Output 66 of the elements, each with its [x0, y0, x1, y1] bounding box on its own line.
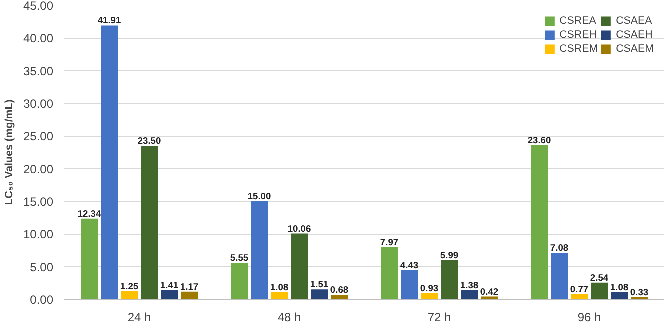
x-tick-label: 96 h	[578, 310, 602, 324]
y-tick-label: 0.00	[30, 293, 54, 307]
bar	[611, 292, 628, 300]
bar	[231, 263, 248, 300]
y-tick-label: 25.00	[23, 130, 54, 144]
data-label: 15.00	[248, 192, 272, 202]
y-tick-label: 40.00	[23, 32, 54, 46]
bar	[331, 295, 348, 300]
data-label: 0.42	[480, 286, 499, 297]
data-label: 41.91	[98, 16, 122, 26]
x-tick-label: 24 h	[128, 310, 152, 324]
data-label: 0.77	[570, 284, 589, 294]
bar	[161, 290, 178, 300]
data-label: 7.08	[550, 243, 569, 254]
y-tick-label: 5.00	[30, 260, 54, 274]
legend-label: CSREM	[560, 43, 598, 55]
legend-label: CSAEM	[616, 43, 654, 55]
data-label: 1.25	[120, 281, 139, 292]
data-label: 7.97	[380, 237, 399, 248]
data-label: 0.33	[630, 287, 649, 298]
bar	[401, 270, 418, 300]
data-label: 1.38	[460, 280, 479, 290]
bar	[251, 202, 268, 300]
data-label: 1.51	[310, 280, 329, 290]
x-tick-label: 72 h	[428, 310, 452, 324]
data-label: 10.06	[288, 224, 312, 234]
bar	[181, 292, 198, 300]
data-label: 23.60	[528, 135, 552, 146]
data-label: 1.08	[270, 282, 289, 292]
data-label: 5.99	[440, 250, 459, 260]
data-label: 1.17	[180, 282, 199, 292]
bar	[311, 290, 328, 300]
bar	[381, 247, 398, 300]
y-tick-label: 45.00	[23, 0, 54, 13]
data-label: 23.50	[138, 136, 162, 146]
y-tick-label: 30.00	[23, 97, 54, 111]
bar	[291, 234, 308, 300]
bar	[141, 146, 158, 300]
bar	[101, 26, 118, 300]
data-label: 2.54	[590, 272, 610, 283]
bar	[421, 293, 438, 300]
bar	[531, 145, 548, 300]
legend-label: CSAEA	[616, 15, 652, 27]
data-label: 4.43	[400, 260, 419, 271]
y-tick-label: 10.00	[23, 228, 54, 242]
data-label: 12.34	[78, 208, 102, 219]
y-tick-label: 35.00	[23, 64, 54, 78]
data-label: 5.55	[230, 253, 249, 264]
data-label: 0.93	[420, 283, 439, 294]
legend-label: CSREA	[560, 15, 596, 27]
bar	[271, 292, 288, 300]
legend-label: CSREH	[560, 29, 597, 41]
bar	[81, 218, 98, 300]
data-label: 0.68	[330, 285, 349, 296]
x-tick-label: 48 h	[278, 310, 302, 324]
bar	[551, 253, 568, 300]
bar	[441, 260, 458, 300]
data-label: 1.08	[610, 282, 629, 292]
bar	[121, 291, 138, 300]
y-tick-label: 15.00	[23, 195, 54, 209]
y-tick-label: 20.00	[23, 162, 54, 176]
bar	[591, 282, 608, 300]
data-label: 1.41	[160, 280, 179, 290]
y-axis-title: LC₅₀ Values (mg/mL)	[3, 99, 16, 206]
bar	[461, 290, 478, 300]
legend-label: CSAEH	[616, 29, 653, 41]
